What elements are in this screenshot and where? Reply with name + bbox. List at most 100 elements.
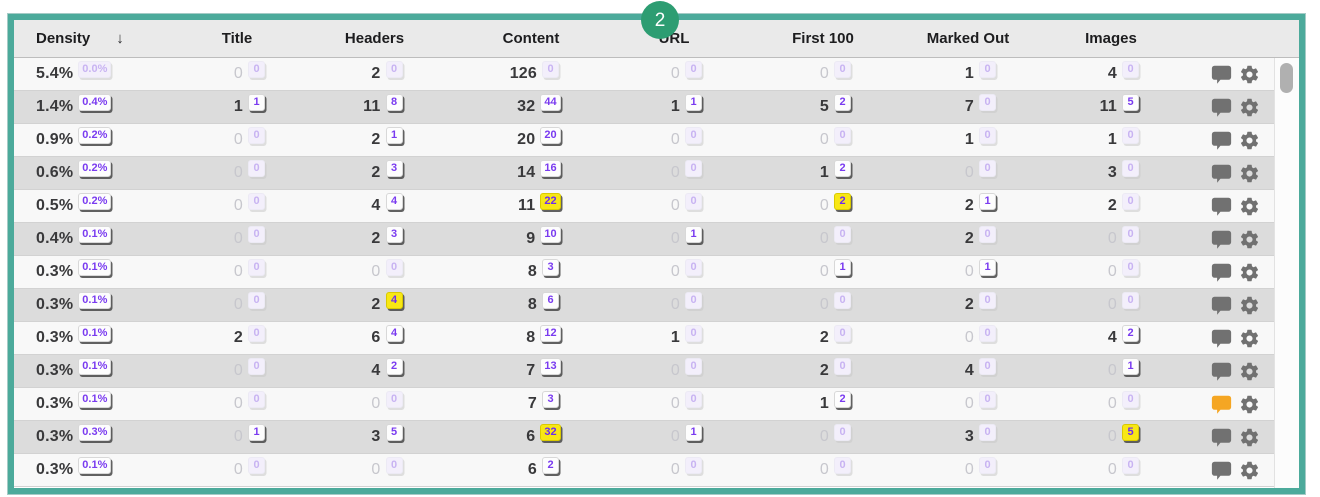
comment-icon[interactable] — [1211, 460, 1232, 481]
gear-icon[interactable] — [1239, 262, 1260, 283]
marked_out-count-badge: 0 — [979, 159, 996, 177]
table-row[interactable]: 0.9% 0.2% 0 0 2 1 20 20 0 0 0 0 1 0 1 0 — [14, 124, 1274, 157]
gear-icon[interactable] — [1239, 163, 1260, 184]
table-row[interactable]: 0.3% 0.1% 0 0 0 0 7 3 0 0 1 2 0 0 0 0 — [14, 388, 1274, 421]
headers-count-badge: 2 — [385, 357, 403, 375]
title-count-badge: 0 — [248, 60, 265, 78]
table-row[interactable]: 0.3% 0.1% 0 0 0 0 8 3 0 0 0 1 0 1 0 0 — [14, 256, 1274, 289]
gear-icon[interactable] — [1239, 130, 1260, 151]
cell-images: 11 5 — [1033, 93, 1189, 116]
gear-icon[interactable] — [1239, 328, 1260, 349]
column-header-marked_out[interactable]: Marked Out — [926, 30, 1010, 47]
cell-content: 7 13 — [457, 357, 605, 380]
marked_out-value: 0 — [964, 164, 974, 181]
marked_out-count-badge: 0 — [979, 291, 996, 309]
table-row[interactable]: 5.4% 0.0% 0 0 2 0 126 0 0 0 0 0 1 0 4 0 — [14, 58, 1274, 91]
column-header-density[interactable]: Density ↓ — [14, 30, 182, 47]
comment-icon[interactable] — [1211, 64, 1232, 85]
gear-icon[interactable] — [1239, 361, 1260, 382]
density-count-badge: 0.1% — [78, 324, 112, 342]
table-row[interactable]: 1.4% 0.4% 1 1 11 8 32 44 1 1 5 2 7 0 11 5 — [14, 91, 1274, 124]
images-count-badge: 0 — [1122, 126, 1139, 144]
column-header-images[interactable]: Images — [1085, 30, 1137, 47]
content-value: 8 — [527, 296, 537, 313]
headers-value: 2 — [371, 131, 381, 148]
first100-value: 1 — [819, 395, 829, 412]
gear-icon[interactable] — [1239, 97, 1260, 118]
column-header-headers[interactable]: Headers — [344, 30, 405, 47]
table-row[interactable]: 0.3% 0.1% 2 0 6 4 8 12 1 0 2 0 0 0 4 2 — [14, 322, 1274, 355]
gear-icon[interactable] — [1239, 295, 1260, 316]
table-row[interactable]: 0.3% 0.3% 0 1 3 5 6 32 0 1 0 0 3 0 0 5 — [14, 421, 1274, 454]
url-value: 1 — [670, 329, 680, 346]
comment-icon[interactable] — [1211, 196, 1232, 217]
headers-count-badge: 0 — [385, 390, 403, 408]
scrollbar-track[interactable] — [1274, 58, 1299, 488]
comment-icon[interactable] — [1211, 427, 1232, 448]
density-value: 0.3% — [36, 461, 74, 478]
comment-icon[interactable] — [1211, 328, 1232, 349]
comment-icon[interactable] — [1211, 394, 1232, 415]
column-header-title[interactable]: Title — [221, 30, 253, 47]
scrollbar-thumb[interactable] — [1280, 63, 1293, 93]
headers-count-badge: 4 — [385, 324, 403, 342]
gear-icon[interactable] — [1239, 196, 1260, 217]
comment-icon[interactable] — [1211, 262, 1232, 283]
column-header-content[interactable]: Content — [502, 30, 560, 47]
table-row[interactable]: 0.3% 0.1% 0 0 4 2 7 13 0 0 2 0 4 0 0 1 — [14, 355, 1274, 388]
table-row[interactable]: 0.4% 0.1% 0 0 2 3 9 10 0 1 0 0 2 0 0 0 — [14, 223, 1274, 256]
gear-icon[interactable] — [1239, 64, 1260, 85]
comment-icon[interactable] — [1211, 361, 1232, 382]
title-count-badge: 0 — [248, 258, 265, 276]
step-2-marker-label: 2 — [654, 9, 666, 31]
table-row[interactable]: 0.6% 0.2% 0 0 2 3 14 16 0 0 1 2 0 0 3 0 — [14, 157, 1274, 190]
first100-value: 0 — [819, 296, 829, 313]
column-label-density: Density — [36, 30, 91, 47]
keyword-density-table-panel: 2 Density ↓ Title Headers Content URL First 10… — [7, 1, 1306, 495]
title-value: 0 — [233, 395, 243, 412]
gear-icon[interactable] — [1239, 394, 1260, 415]
cell-density: 0.4% 0.1% — [14, 225, 182, 248]
table-row[interactable]: 0.5% 0.2% 0 0 4 4 11 22 0 0 0 2 2 1 2 0 — [14, 190, 1274, 223]
gear-icon[interactable] — [1239, 229, 1260, 250]
comment-icon[interactable] — [1211, 295, 1232, 316]
table-row[interactable]: 0.3% 0.1% 0 0 0 0 6 2 0 0 0 0 0 0 0 0 — [14, 454, 1274, 487]
comment-icon[interactable] — [1211, 130, 1232, 151]
headers-count-badge: 3 — [385, 159, 403, 177]
cell-density: 0.9% 0.2% — [14, 126, 182, 149]
column-header-first100[interactable]: First 100 — [792, 30, 854, 47]
table-body: 5.4% 0.0% 0 0 2 0 126 0 0 0 0 0 1 0 4 0 1.4% 0.4% 1 1 11 8 32… — [14, 58, 1299, 488]
comment-icon[interactable] — [1211, 229, 1232, 250]
url-value: 0 — [670, 131, 680, 148]
row-actions — [1189, 328, 1282, 349]
marked_out-value: 0 — [964, 263, 974, 280]
density-value: 0.3% — [36, 395, 74, 412]
gear-icon[interactable] — [1239, 460, 1260, 481]
first100-count-badge: 0 — [834, 423, 851, 441]
content-value: 14 — [517, 164, 536, 181]
gear-icon[interactable] — [1239, 427, 1260, 448]
first100-count-badge: 1 — [834, 258, 851, 276]
table-row[interactable]: 0.3% 0.1% 0 0 2 4 8 6 0 0 0 0 2 0 0 0 — [14, 289, 1274, 322]
first100-count-badge: 0 — [834, 60, 851, 78]
comment-icon[interactable] — [1211, 163, 1232, 184]
comment-icon[interactable] — [1211, 97, 1232, 118]
title-value: 0 — [233, 296, 243, 313]
density-count-badge: 0.1% — [78, 456, 112, 474]
